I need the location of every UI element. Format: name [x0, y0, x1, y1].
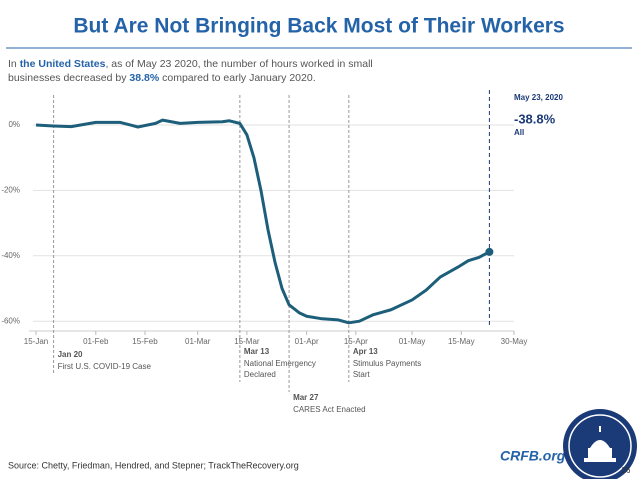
event-title: Apr 13 [353, 347, 378, 356]
y-tick-label: 0% [8, 120, 20, 129]
event-title: Jan 20 [58, 350, 83, 359]
x-tick-label: 15-Jan [24, 337, 48, 346]
brand: CRFB.org [500, 448, 566, 464]
event-title: Mar 27 [293, 393, 319, 402]
series-line [35, 118, 491, 325]
subtitle-part: businesses decreased by [8, 72, 129, 84]
legend-label: All [514, 128, 524, 137]
event-text: First U.S. COVID-19 Case [58, 362, 152, 371]
subtitle-part: the United States [20, 58, 106, 70]
event-text: CARES Act Enacted [293, 405, 365, 414]
event-text: Start [353, 370, 371, 379]
x-tick-label: 15-Apr [344, 337, 368, 346]
event-text: National Emergency [244, 359, 316, 368]
page-number: 26 [622, 466, 631, 475]
source: Source: Chetty, Friedman, Hendred, and S… [8, 460, 299, 470]
slide-title: But Are Not Bringing Back Most of Their … [73, 15, 564, 38]
end-date: May 23, 2020 [514, 93, 563, 102]
event-text: Declared [244, 370, 276, 379]
plot: 0% -20% -40% -60% 15-Jan 01-Feb 15-Feb 01-Mar 15… [1, 90, 563, 414]
y-tick-label: -60% [1, 316, 20, 325]
x-tick-label: 30-May [501, 337, 528, 346]
x-tick-label: 01-Feb [83, 337, 109, 346]
event-text: Stimulus Payments [353, 359, 421, 368]
y-tick-label: -20% [1, 186, 20, 195]
subtitle-part: compared to early January 2020. [159, 72, 315, 84]
subtitle-part: 38.8% [129, 72, 159, 84]
end-point [485, 247, 494, 256]
x-tick-label: 15-May [448, 337, 475, 346]
subtitle-part: , as of May 23 2020, the number of hours… [105, 58, 372, 70]
y-tick-label: -40% [1, 251, 20, 260]
x-tick-label: 15-Mar [234, 337, 260, 346]
x-tick-label: 15-Feb [132, 337, 158, 346]
x-tick-label: 01-May [399, 337, 426, 346]
value-label: -38.8% [514, 111, 556, 126]
subtitle-part: In [8, 58, 20, 70]
logo [563, 409, 637, 479]
x-tick-label: 01-Mar [185, 337, 211, 346]
x-tick-label: 01-Apr [295, 337, 319, 346]
subtitle: In the United States, as of May 23 2020,… [8, 58, 373, 70]
event-title: Mar 13 [244, 347, 270, 356]
subtitle: businesses decreased by 38.8% compared t… [8, 72, 316, 84]
